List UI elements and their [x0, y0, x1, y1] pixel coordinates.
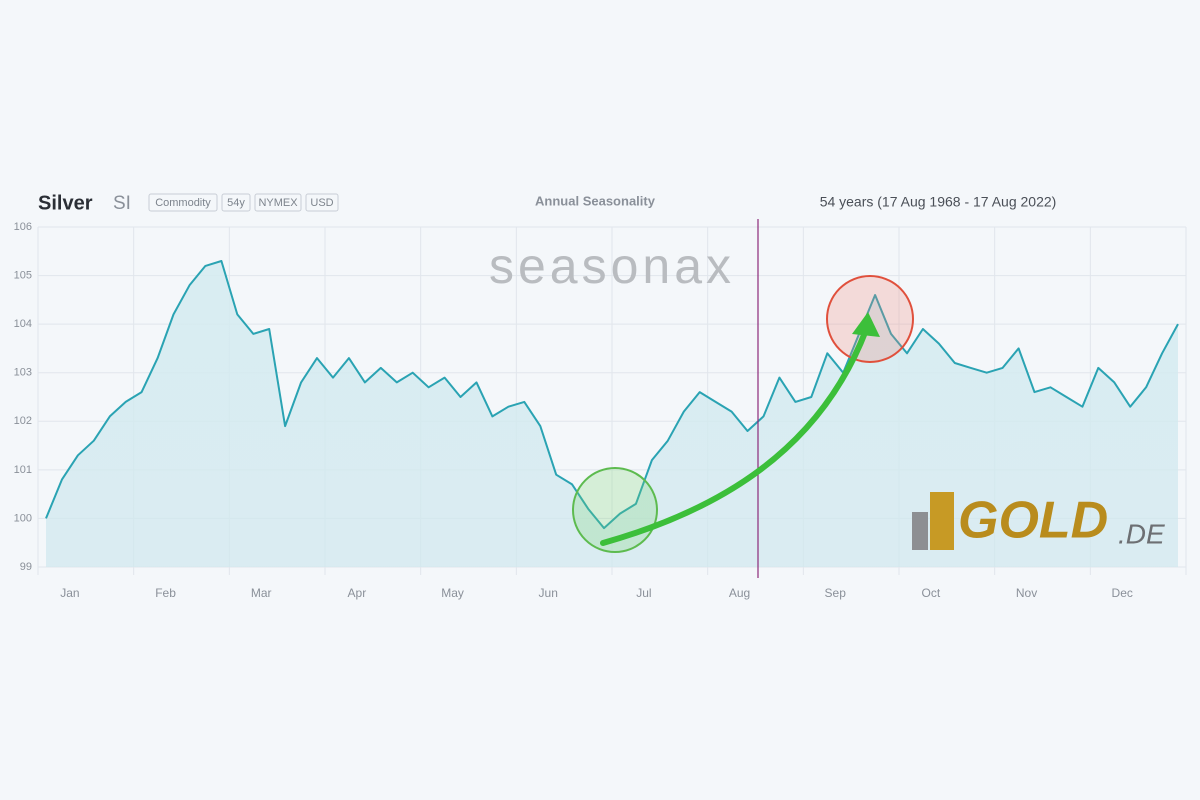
y-tick-label: 103 — [14, 367, 32, 379]
y-tick-label: 100 — [14, 512, 32, 524]
x-tick-label: Dec — [1112, 586, 1133, 600]
line — [45, 260, 1179, 530]
y-tick-label: 106 — [14, 221, 32, 233]
y-tick-label: 104 — [14, 318, 32, 330]
x-tick-label: Feb — [155, 586, 176, 600]
arrow-head — [852, 312, 880, 337]
subtitle: Annual Seasonality — [535, 193, 656, 208]
plot — [45, 260, 1179, 567]
x-tick-label: Jul — [636, 586, 651, 600]
tag: 54y — [227, 197, 245, 209]
tag-box — [148, 193, 218, 212]
tag-box — [221, 193, 251, 212]
tag: NYMEX — [258, 197, 298, 209]
y-tick-label: 101 — [14, 464, 32, 476]
tag-box — [305, 193, 339, 212]
x-tick-label: Oct — [922, 586, 941, 600]
x-tick-label: Jan — [60, 586, 79, 600]
x-tick-label: Mar — [251, 586, 272, 600]
trend-arrow — [600, 327, 869, 546]
x-tick-label: Nov — [1016, 586, 1037, 600]
period: 54 years (17 Aug 1968 - 17 Aug 2022) — [820, 194, 1057, 210]
logo-bar — [930, 492, 954, 550]
tags: Commodity 54y NYMEX USD — [148, 193, 339, 212]
x-tick-label: Sep — [825, 586, 847, 600]
tag: USD — [310, 197, 333, 209]
symbol: SI — [113, 193, 131, 214]
logo: GOLD — [958, 492, 1108, 550]
y-tick-label: 99 — [20, 561, 32, 573]
logo-bar — [912, 512, 928, 550]
x-tick-label: Aug — [729, 586, 750, 600]
watermark: seasonax — [489, 238, 735, 294]
chart-title: Silver — [38, 192, 93, 214]
x-tick-label: May — [441, 586, 464, 600]
tag: Commodity — [155, 197, 211, 209]
x-tick-label: Apr — [348, 586, 367, 600]
x-tick-label: Jun — [539, 586, 558, 600]
y-tick-label: 105 — [14, 269, 32, 281]
y-tick-label: 102 — [14, 415, 32, 427]
area — [46, 261, 1178, 567]
logo-suffix: .DE — [1118, 518, 1165, 549]
tag-box — [254, 193, 302, 212]
